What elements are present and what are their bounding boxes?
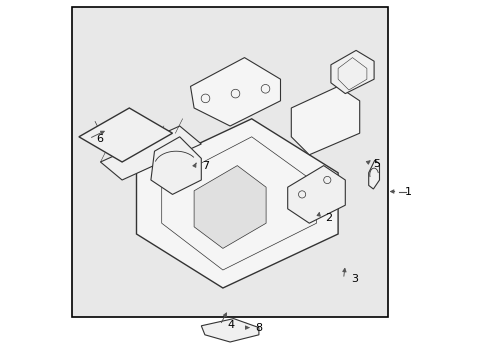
Polygon shape bbox=[330, 50, 373, 94]
Polygon shape bbox=[101, 126, 201, 180]
Polygon shape bbox=[368, 160, 379, 189]
Text: 4: 4 bbox=[227, 320, 234, 330]
Polygon shape bbox=[287, 166, 345, 223]
Polygon shape bbox=[79, 108, 172, 162]
Text: 7: 7 bbox=[202, 161, 209, 171]
Text: 1: 1 bbox=[404, 186, 411, 197]
Polygon shape bbox=[291, 86, 359, 155]
FancyBboxPatch shape bbox=[72, 7, 387, 317]
Polygon shape bbox=[194, 166, 265, 248]
Polygon shape bbox=[190, 58, 280, 126]
Polygon shape bbox=[136, 119, 337, 288]
Text: 2: 2 bbox=[325, 213, 332, 223]
Text: 8: 8 bbox=[255, 323, 262, 333]
Polygon shape bbox=[201, 319, 258, 342]
Text: 5: 5 bbox=[373, 159, 380, 169]
Text: 6: 6 bbox=[96, 134, 103, 144]
Text: 3: 3 bbox=[350, 274, 357, 284]
Polygon shape bbox=[151, 137, 201, 194]
